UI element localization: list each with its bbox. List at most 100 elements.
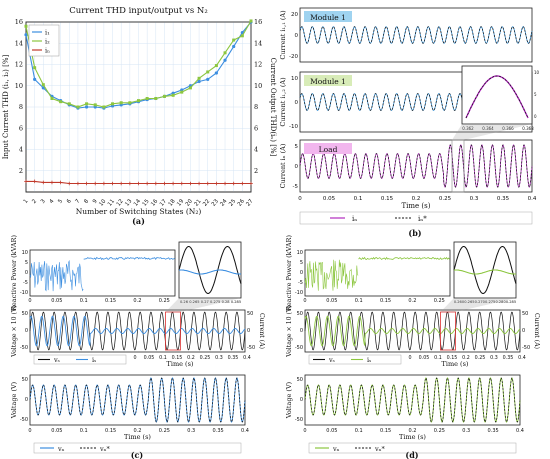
panel-b-zoom-region [451,139,465,193]
panel-a-point-mark [84,105,89,109]
panel-c-reactive-frame [29,249,176,297]
panel-c-mid-x-tick: 0.2 [187,355,195,361]
panel-a-point-mark [206,77,210,81]
panel-a-x-tick-label: 22 [202,198,211,207]
panel-a-point-mark [197,79,201,84]
panel-a-point-mark [41,83,45,87]
panel-b-inset-y-tick: 10 [534,70,540,75]
panel-a-label: (a) [132,216,145,226]
panel-c-label: (c) [131,450,144,459]
panel-a-legend-entry: iₙ [45,47,50,55]
panel-a-point-mark [223,58,227,62]
panel-d-bottom-x-tick: 0.3 [462,428,470,434]
panel-b-subplot-frame [299,7,533,63]
panel-c-bottom-x-tick: 0 [28,428,31,434]
panel-c-inset-voltage [178,246,242,294]
panel-d-legend-entry: vₙ [332,445,340,453]
panel-b-y-tick-label: 20 [291,12,298,18]
panel-a-point-mark [33,66,37,70]
panel-b-x-tick-label: 0 [298,196,302,202]
panel-c-bottom-x-tick: 0.35 [213,428,224,434]
panel-c-reactive-x-tick: 0.05 [51,298,62,304]
panel-a-frame [25,21,252,193]
panel-d-bottom-x-tick: 0.4 [516,428,524,434]
panel-b-inset-reference [465,75,529,119]
panel-c-mid-y-right-label: Current (A) [258,313,265,349]
panel-b-inset-x-tick: 0.362 [462,126,474,131]
panel-a-point-mark [85,102,89,106]
panel-d-mid-x-tick: 0.2 [462,355,470,361]
panel-d-mid-y-tick: -50 [295,345,303,351]
panel-c-legend-entry: iₛ [92,356,96,364]
panel-c-reactive-y-tick: -5 [23,280,28,286]
panel-a-x-tick-label: 21 [194,198,203,207]
panel-a-x-tick-label: 18 [168,198,177,208]
panel-c-reactive-y-tick: 10 [22,250,28,256]
panel-a-point-mark [67,102,71,106]
panel-a-point-mark [232,38,236,42]
panel-a-point-mark [232,44,236,49]
panel-b-x-tick-label: 0.25 [439,196,452,202]
panel-a-y-left-tick-label: 4 [19,146,23,154]
panel-d-legend-entry: iₛ [367,356,371,364]
panel-a-point-mark [24,33,28,37]
panel-c-inset-x-tick: 0.28 [222,300,231,304]
panel-a-x-tick-label: 14 [133,198,142,208]
panel-c-legend-entry: vₙ [57,445,65,453]
panel-d-voltage-line [304,311,521,351]
panel-d-inset-x-tick: 0.285 [506,300,516,304]
panel-a-y-right-tick-label: 2 [254,167,258,175]
panel-d-reactive-y-tick: 5 [300,260,303,266]
panel-b-x-axis-label: Time (s) [402,202,431,210]
panel-a-point-mark [214,64,218,68]
panel-c-reactive-signal [83,256,175,261]
panel-b-module-label: Load [319,145,338,154]
panel-c-inset-x-tick: 0.27 [201,300,209,304]
panel-c-mid-x-tick: 0.15 [172,355,183,361]
panel-a-x-tick-label: 2 [31,198,38,205]
panel-a-y-left-tick-label: 8 [19,103,23,111]
panel-d-bottom-y-tick: -50 [295,417,303,423]
panel-b-x-tick-label: 0.3 [470,196,479,202]
panel-b-module-label: Module 1 [310,77,346,86]
panel-c-mid-x-tick: 0.35 [228,355,239,361]
panel-c-inset-frame [178,241,242,299]
panel-a-point-mark [119,101,123,105]
panel-d-reactive-signal [304,259,359,291]
panel-d-bottom-x-label: Time (s) [399,433,426,441]
panel-a-point-mark [206,70,210,74]
panel-c-bottom-x-tick: 0.3 [187,428,195,434]
panel-b-inset-frame [461,65,533,125]
panel-a-x-tick-label: 13 [124,198,133,208]
panel-b-x-tick-label: 0.05 [323,196,336,202]
panel-a-x-tick-label: 16 [150,198,159,208]
panel-c-bottom-x-tick: 0.2 [134,428,142,434]
panel-c-reactive-signal [29,259,84,292]
panel-b-legend-entry: iₙ [352,215,357,223]
panel-d-mid-y-tick: 50 [297,311,303,317]
panel-a-x-tick-label: 24 [219,198,228,208]
panel-a-y-right-tick-label: 14 [254,39,262,47]
panel-d-mid-x-tick: 0.15 [447,355,458,361]
panel-b-legend [299,211,533,225]
panel-d-mid-x-tick: 0.4 [518,355,526,361]
panel-b-y-tick-label: 0 [295,164,299,170]
panel-c-mid-x-tick: 0.1 [159,355,167,361]
panel-c-voltage-line [29,311,246,351]
panel-d-inset-x-tick: 0.270 [475,300,486,304]
panel-a-x-tick-label: 19 [176,198,185,208]
panel-c-bottom-x-tick: 0.25 [159,428,170,434]
panel-d-reactive-x-tick: 0.15 [380,298,391,304]
panel-d-vg-line [304,377,521,423]
panel-a-point-mark [76,105,80,109]
panel-c-mid-x-label: Time (s) [167,360,194,368]
panel-d-inset-x-tick: 0.265 [464,300,474,304]
panel-d-bottom-y-tick: 50 [297,377,303,383]
panel-b-x-tick-label: 0.15 [381,196,394,202]
panel-b-zoom-connector [452,124,532,140]
panel-a-point-mark [171,93,175,97]
panel-b-y-tick-label: 10 [291,76,298,82]
panel-d-mid-x-tick: 0.35 [503,355,514,361]
panel-c-bottom-legend [33,442,242,454]
panel-c-mid-y-right-tick: -50 [247,345,255,351]
